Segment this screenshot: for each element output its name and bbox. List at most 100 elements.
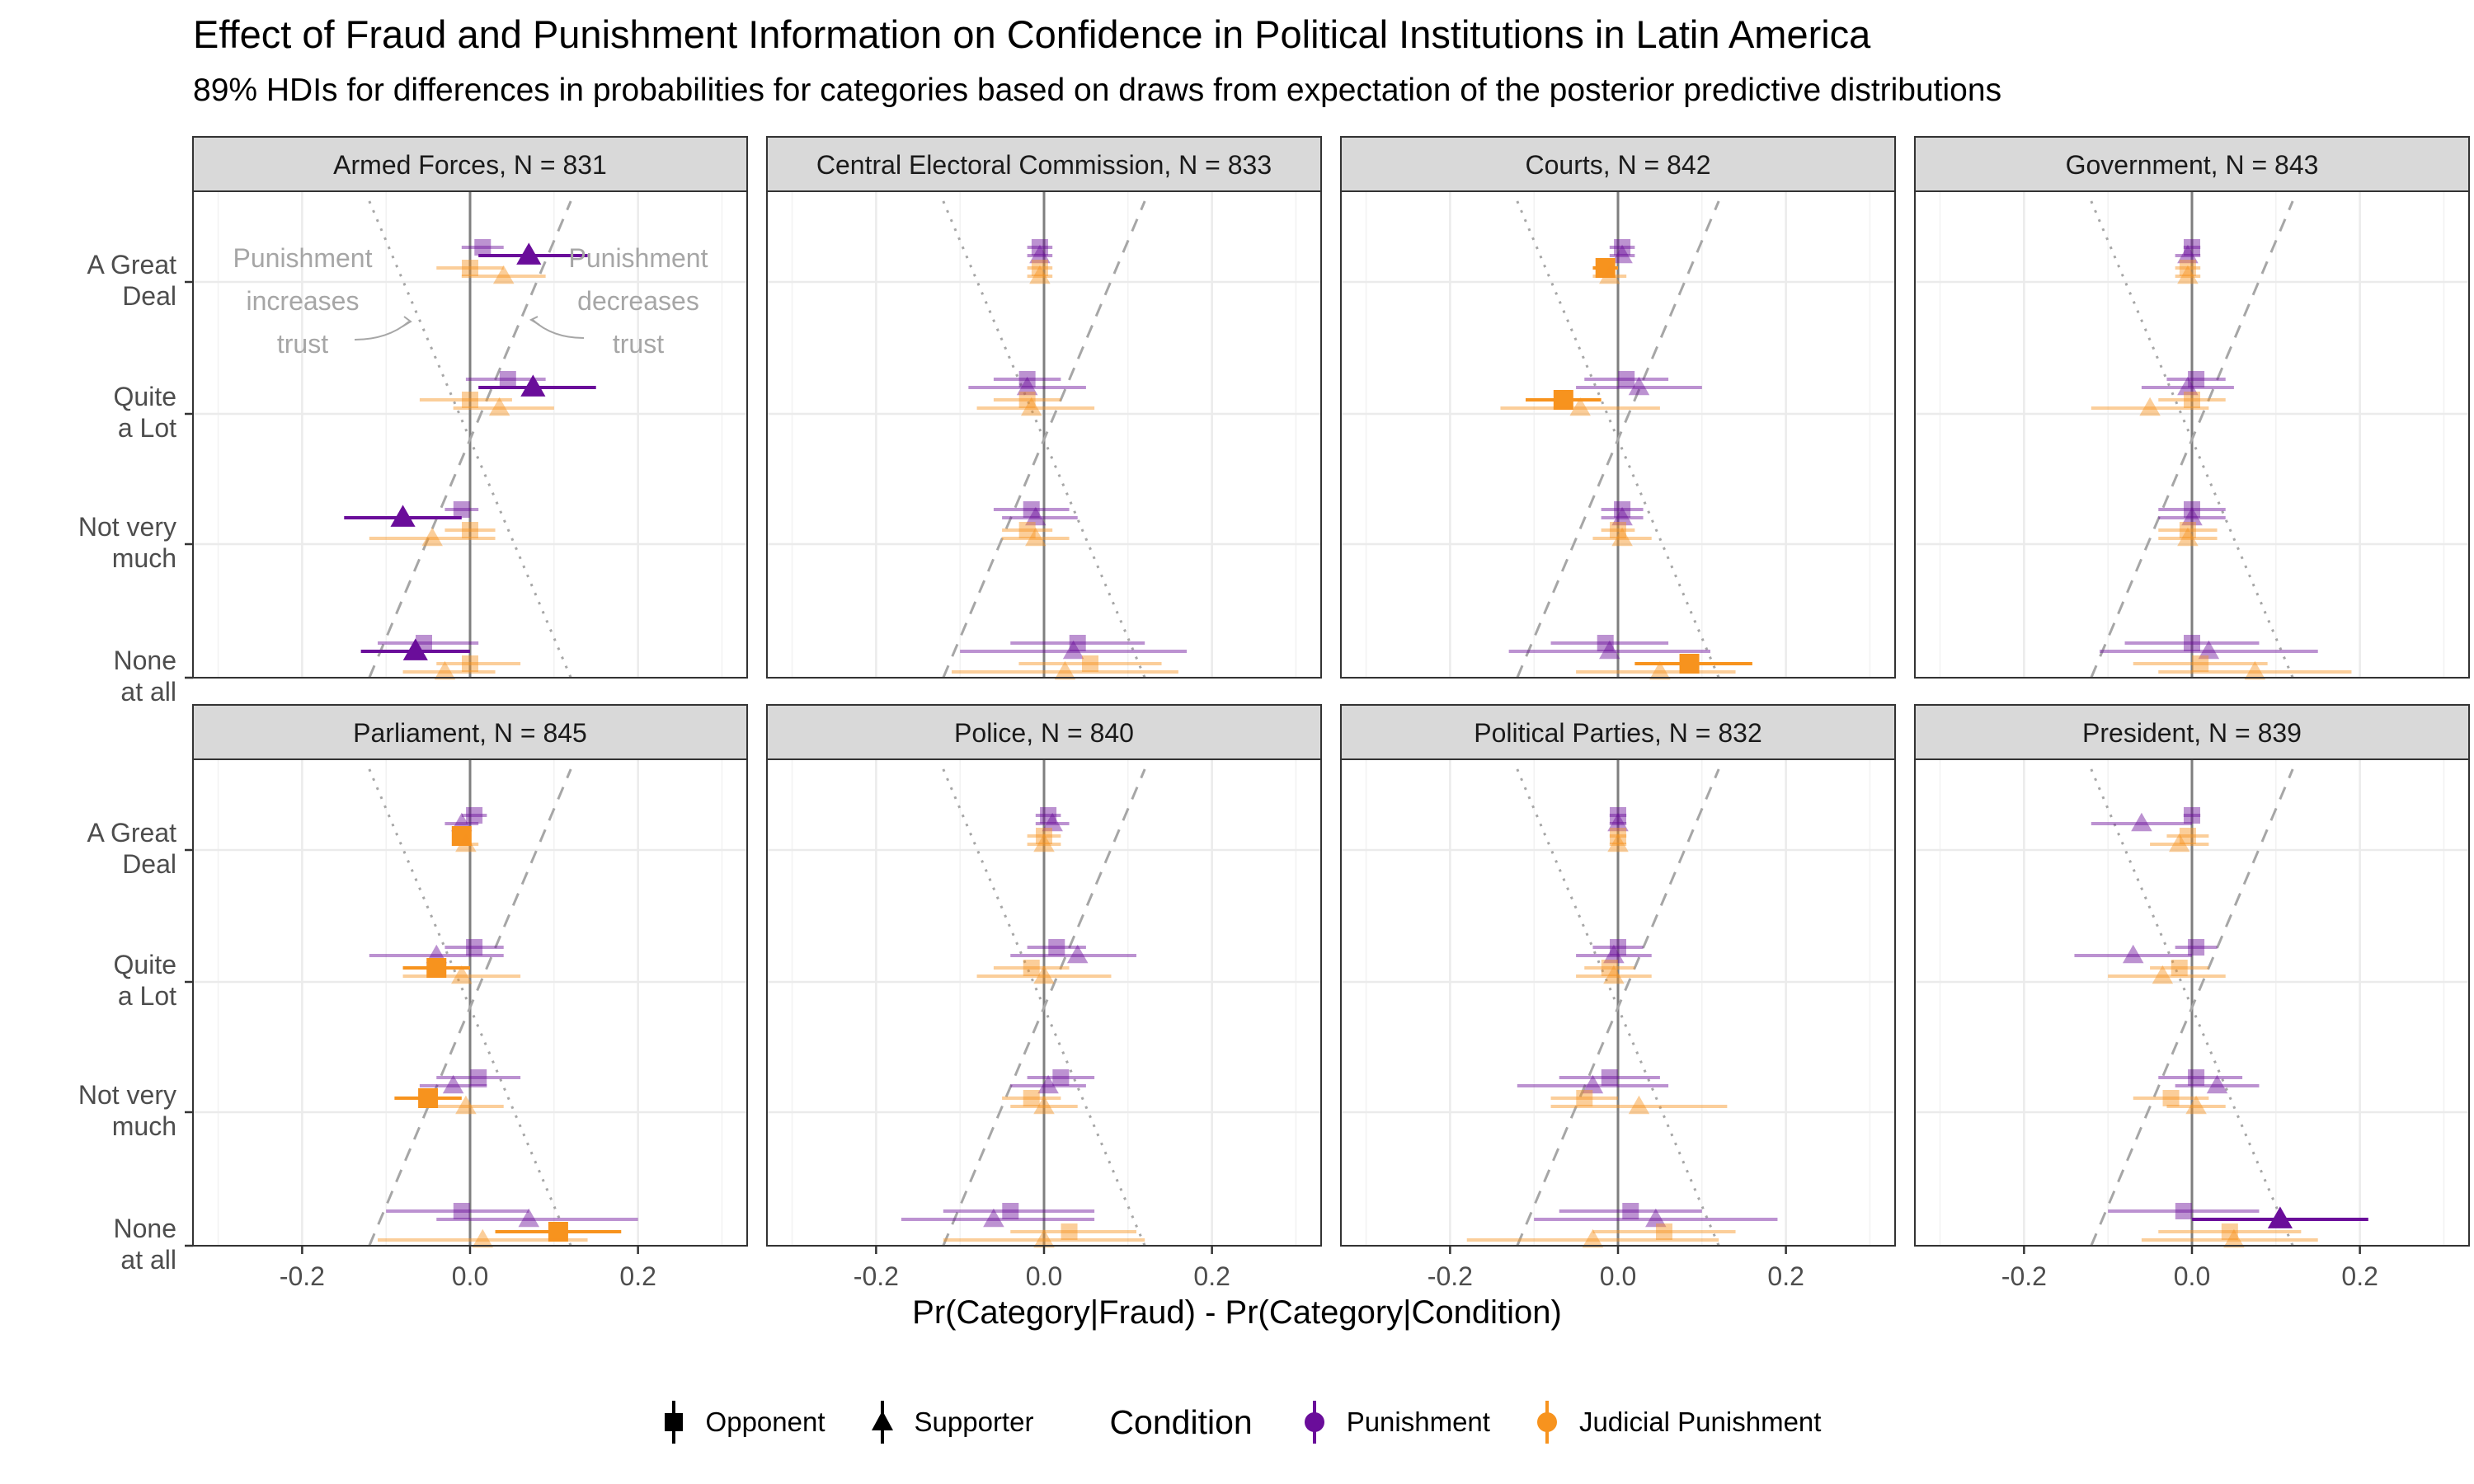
- legend-label-opponent: Opponent: [705, 1407, 825, 1437]
- y-tick-label-line: A Great: [87, 250, 177, 279]
- annotation-line: Punishment: [569, 243, 708, 273]
- point-opponent: [2179, 260, 2196, 276]
- x-axis-label: Pr(Category|Fraud) - Pr(Category|Conditi…: [912, 1294, 1562, 1331]
- point-opponent: [451, 826, 472, 846]
- x-tick-label: -0.2: [1427, 1261, 1473, 1291]
- point-opponent: [1614, 239, 1631, 256]
- y-tick-label-line: Quite: [114, 382, 176, 411]
- increase-trust-guide: [2090, 768, 2294, 1247]
- annotation-arrowhead-right: [529, 316, 540, 326]
- panel-border: [1914, 190, 2470, 679]
- annotation-line: increases: [247, 286, 360, 316]
- point-opponent: [1061, 1223, 1078, 1240]
- y-tick-label-line: at all: [120, 1245, 176, 1275]
- panel-strip: [766, 704, 1322, 760]
- point-supporter: [421, 527, 443, 547]
- point-supporter: [390, 505, 416, 527]
- annotation-line: trust: [277, 329, 328, 359]
- point-supporter: [1649, 660, 1671, 680]
- legend-item-supporter: Supporter: [862, 1397, 1033, 1447]
- point-opponent: [1576, 1090, 1593, 1106]
- legend-title-condition: Condition: [1109, 1402, 1253, 1441]
- point-opponent: [1622, 1203, 1639, 1219]
- point-opponent: [1048, 939, 1065, 956]
- x-tick-label: 0.0: [1600, 1261, 1636, 1291]
- point-supporter: [1611, 527, 1633, 547]
- point-opponent: [2179, 522, 2196, 538]
- point-opponent: [2175, 1203, 2192, 1219]
- point-supporter: [492, 265, 515, 284]
- point-opponent: [1614, 501, 1631, 518]
- orange-marker-icon: [1536, 1401, 1557, 1444]
- y-tick-label: None at all: [114, 646, 177, 707]
- point-supporter: [1029, 265, 1051, 284]
- chart-subtitle: 89% HDIs for differences in probabilitie…: [193, 73, 2002, 108]
- legend-item-opponent: Opponent: [653, 1397, 825, 1447]
- point-supporter: [516, 242, 542, 265]
- point-opponent: [1052, 1069, 1070, 1086]
- point-supporter: [2244, 660, 2266, 680]
- point-opponent: [453, 501, 470, 518]
- annotation-text: Punishment decreases trust: [569, 243, 708, 359]
- point-supporter: [1062, 640, 1084, 660]
- point-supporter: [2198, 640, 2220, 660]
- point-opponent: [2188, 1069, 2205, 1086]
- point-opponent: [2184, 501, 2200, 518]
- point-supporter: [1582, 1074, 1604, 1094]
- point-supporter: [1029, 244, 1051, 264]
- y-tick-label: Quite a Lot: [114, 382, 177, 443]
- annotation-text: Punishment increases trust: [233, 243, 373, 359]
- point-supporter: [488, 397, 510, 416]
- point-opponent: [1023, 960, 1040, 976]
- panel-strip: [1914, 136, 2470, 192]
- point-opponent: [1679, 654, 1700, 674]
- x-tick-label: 0.0: [1026, 1261, 1062, 1291]
- point-supporter: [1582, 1228, 1604, 1248]
- point-supporter: [1037, 1074, 1059, 1094]
- legend-item-punishment: Punishment: [1294, 1397, 1490, 1447]
- point-supporter: [2168, 833, 2190, 852]
- point-supporter: [2181, 506, 2203, 526]
- point-opponent: [1610, 522, 1626, 538]
- point-opponent: [2188, 939, 2205, 956]
- panel-strip-label: Parliament, N = 845: [353, 718, 587, 748]
- panel-strip-label: Political Parties, N = 832: [1474, 718, 1762, 748]
- point-supporter: [1599, 640, 1620, 660]
- point-opponent: [1610, 828, 1626, 844]
- panel-border: [192, 190, 748, 679]
- point-supporter: [472, 1228, 494, 1248]
- y-tick-label: Not very much: [78, 1080, 176, 1141]
- point-opponent: [1553, 390, 1573, 410]
- purple-marker-icon: [1304, 1401, 1324, 1444]
- point-supporter: [434, 660, 456, 680]
- point-opponent: [453, 1203, 470, 1219]
- x-tick-label: 0.2: [2341, 1261, 2378, 1291]
- point-opponent: [499, 371, 516, 387]
- point-supporter: [1025, 527, 1047, 547]
- panel-strip-label: Central Electoral Commission, N = 833: [816, 150, 1272, 180]
- chart-title: Effect of Fraud and Punishment Informati…: [193, 12, 1871, 56]
- annotation-arrowhead-left: [402, 316, 412, 327]
- point-supporter: [1628, 1095, 1650, 1115]
- point-opponent: [1601, 1069, 1618, 1086]
- x-tick-label: -0.2: [280, 1261, 325, 1291]
- point-supporter: [2177, 527, 2199, 547]
- point-supporter: [983, 1208, 1004, 1228]
- point-opponent: [1610, 939, 1626, 956]
- point-supporter: [2185, 1095, 2207, 1115]
- point-opponent: [426, 958, 447, 978]
- y-tick-label-line: None: [114, 646, 177, 675]
- point-opponent: [1031, 260, 1048, 276]
- y-tick-label-line: a Lot: [118, 981, 176, 1011]
- panel-strip-label: Government, N = 843: [2066, 150, 2319, 180]
- point-supporter: [1042, 812, 1063, 832]
- point-opponent: [1610, 807, 1626, 824]
- point-opponent: [2188, 371, 2205, 387]
- point-opponent: [2184, 807, 2200, 824]
- y-tick-label: None at all: [114, 1214, 177, 1275]
- panel: Political Parties, N = 832 -0.2 0.0 0.2: [1340, 704, 1896, 1291]
- panel-strip: [192, 704, 748, 760]
- point-opponent: [1018, 371, 1036, 387]
- point-supporter: [2267, 1206, 2293, 1228]
- point-opponent: [474, 239, 492, 256]
